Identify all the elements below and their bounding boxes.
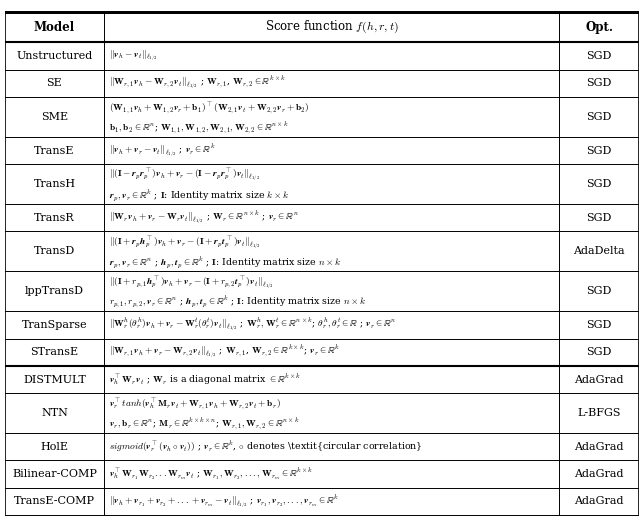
Text: $(\mathbf{W}_{1,1}\boldsymbol{v}_h + \mathbf{W}_{1,2}\boldsymbol{v}_r + \mathbf{: $(\mathbf{W}_{1,1}\boldsymbol{v}_h + \ma…	[109, 101, 309, 116]
Text: $\|(\mathbf{I} - \boldsymbol{r}_p\boldsymbol{r}_p^\top)\boldsymbol{v}_h + \bolds: $\|(\mathbf{I} - \boldsymbol{r}_p\boldsy…	[109, 167, 260, 183]
Text: AdaGrad: AdaGrad	[574, 442, 624, 452]
Text: TransE-COMP: TransE-COMP	[14, 496, 95, 506]
Text: $\|\boldsymbol{v}_h + \boldsymbol{v}_r - \boldsymbol{v}_t\|_{\ell_{1/2}}$ ; $\bo: $\|\boldsymbol{v}_h + \boldsymbol{v}_r -…	[109, 142, 215, 159]
Text: $\|(\mathbf{I} + r_{p,1}\boldsymbol{h}_p^\top)\boldsymbol{v}_h + \boldsymbol{v}_: $\|(\mathbf{I} + r_{p,1}\boldsymbol{h}_p…	[109, 275, 273, 291]
Text: $sigmoid(\boldsymbol{v}_r^\top(\boldsymbol{v}_h \circ \boldsymbol{v}_t))$ ; $\bo: $sigmoid(\boldsymbol{v}_r^\top(\boldsymb…	[109, 440, 422, 454]
Text: SGD: SGD	[586, 145, 612, 155]
Text: $\boldsymbol{v}_h^\top\mathbf{W}_r\boldsymbol{v}_t$ ; $\mathbf{W}_r$ is a diagon: $\boldsymbol{v}_h^\top\mathbf{W}_r\bolds…	[109, 372, 301, 387]
Text: Unstructured: Unstructured	[17, 51, 93, 61]
Text: lppTransD: lppTransD	[25, 286, 84, 296]
Text: $\|\mathbf{W}_r\boldsymbol{v}_h + \boldsymbol{v}_r - \mathbf{W}_r\boldsymbol{v}_: $\|\mathbf{W}_r\boldsymbol{v}_h + \bolds…	[109, 210, 299, 226]
Text: $\|\mathbf{W}_{r,1}\boldsymbol{v}_h + \boldsymbol{v}_r - \mathbf{W}_{r,2}\boldsy: $\|\mathbf{W}_{r,1}\boldsymbol{v}_h + \b…	[109, 344, 340, 360]
Text: SGD: SGD	[586, 79, 612, 89]
Text: AdaDelta: AdaDelta	[573, 247, 625, 257]
Text: SGD: SGD	[586, 347, 612, 357]
Text: STransE: STransE	[30, 347, 79, 357]
Text: SGD: SGD	[586, 213, 612, 223]
Text: $\boldsymbol{v}_r, \mathbf{b}_r \in \mathbb{R}^n$; $\mathbf{M}_r \in \mathbb{R}^: $\boldsymbol{v}_r, \mathbf{b}_r \in \mat…	[109, 417, 299, 432]
Text: HolE: HolE	[40, 442, 68, 452]
Text: $\|(\mathbf{I} + \boldsymbol{r}_p\boldsymbol{h}_p^\top)\boldsymbol{v}_h + \bolds: $\|(\mathbf{I} + \boldsymbol{r}_p\boldsy…	[109, 235, 260, 251]
Text: AdaGrad: AdaGrad	[574, 469, 624, 479]
Text: $r_{p,1}, r_{p,2}, \boldsymbol{v}_r \in \mathbb{R}^n$ ; $\boldsymbol{h}_p, \bold: $r_{p,1}, r_{p,2}, \boldsymbol{v}_r \in …	[109, 295, 366, 310]
Text: TransE: TransE	[34, 145, 75, 155]
Text: $\boldsymbol{r}_p, \boldsymbol{v}_r \in \mathbb{R}^k$ ; $\mathbf{I}$: Identity m: $\boldsymbol{r}_p, \boldsymbol{v}_r \in …	[109, 188, 289, 203]
Text: TransD: TransD	[34, 247, 75, 257]
Text: SME: SME	[41, 112, 68, 122]
Text: Model: Model	[34, 21, 75, 34]
Text: TransR: TransR	[34, 213, 75, 223]
Text: DISTMULT: DISTMULT	[23, 375, 86, 385]
Text: $\|\mathbf{W}_r^h(\theta_r^h)\boldsymbol{v}_h + \boldsymbol{v}_r - \mathbf{W}_r^: $\|\mathbf{W}_r^h(\theta_r^h)\boldsymbol…	[109, 317, 396, 333]
Text: NTN: NTN	[41, 408, 68, 418]
Text: $\|\mathbf{W}_{r,1}\boldsymbol{v}_h - \mathbf{W}_{r,2}\boldsymbol{v}_t\|_{\ell_{: $\|\mathbf{W}_{r,1}\boldsymbol{v}_h - \m…	[109, 75, 285, 92]
Text: $\boldsymbol{v}_h^\top\mathbf{W}_{r_1}\mathbf{W}_{r_2}...\mathbf{W}_{r_m}\boldsy: $\boldsymbol{v}_h^\top\mathbf{W}_{r_1}\m…	[109, 466, 312, 482]
Text: $\mathbf{b}_1, \mathbf{b}_2 \in \mathbb{R}^n$; $\mathbf{W}_{1,1}, \mathbf{W}_{1,: $\mathbf{b}_1, \mathbf{b}_2 \in \mathbb{…	[109, 121, 288, 136]
Text: $\|\boldsymbol{v}_h - \boldsymbol{v}_t\|_{\ell_{1/2}}$: $\|\boldsymbol{v}_h - \boldsymbol{v}_t\|…	[109, 48, 157, 63]
Text: L-BFGS: L-BFGS	[577, 408, 621, 418]
Text: SE: SE	[47, 79, 62, 89]
Text: Bilinear-COMP: Bilinear-COMP	[12, 469, 97, 479]
Text: Score function $f(h, r, t)$: Score function $f(h, r, t)$	[264, 19, 399, 35]
Text: SGD: SGD	[586, 51, 612, 61]
Text: TransH: TransH	[33, 179, 76, 189]
Text: $\boldsymbol{r}_p, \boldsymbol{v}_r \in \mathbb{R}^n$ ; $\boldsymbol{h}_p, \bold: $\boldsymbol{r}_p, \boldsymbol{v}_r \in …	[109, 255, 341, 270]
Text: $\|\boldsymbol{v}_h + \boldsymbol{v}_{r_1} + \boldsymbol{v}_{r_2} + ... + \bolds: $\|\boldsymbol{v}_h + \boldsymbol{v}_{r_…	[109, 493, 339, 510]
Text: Opt.: Opt.	[585, 21, 613, 34]
Text: AdaGrad: AdaGrad	[574, 375, 624, 385]
Text: SGD: SGD	[586, 320, 612, 330]
Text: TranSparse: TranSparse	[22, 320, 87, 330]
Text: SGD: SGD	[586, 179, 612, 189]
Text: $\boldsymbol{v}_r^\top tanh(\boldsymbol{v}_h^\top\mathbf{M}_r\boldsymbol{v}_t + : $\boldsymbol{v}_r^\top tanh(\boldsymbol{…	[109, 397, 280, 412]
Text: AdaGrad: AdaGrad	[574, 496, 624, 506]
Text: SGD: SGD	[586, 112, 612, 122]
Text: SGD: SGD	[586, 286, 612, 296]
